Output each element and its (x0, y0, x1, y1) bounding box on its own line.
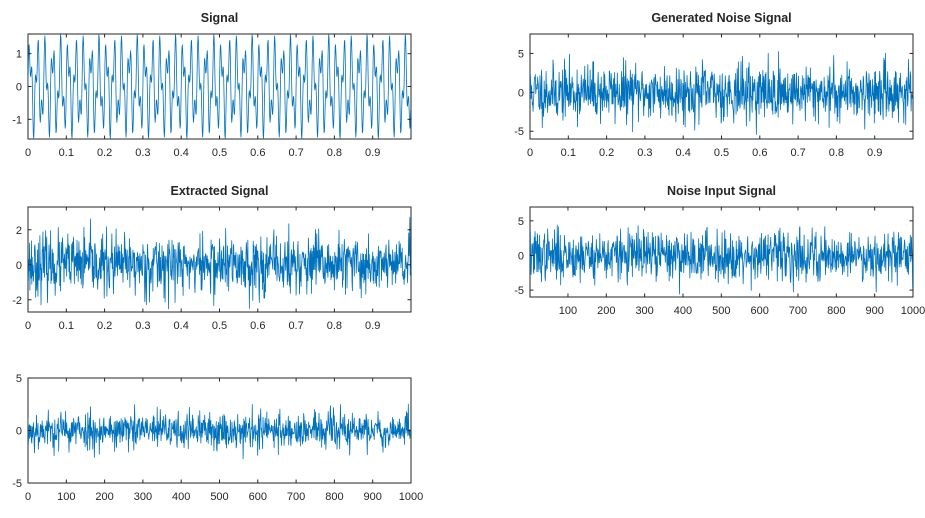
subplot-signal: 0 0.1 0.2 0.3 0.4 0.5 0.6 0.7 0.8 0.9 -1 0 1 Signal (12, 11, 412, 159)
x-tick-label: 0.1 (59, 320, 74, 332)
x-tick-label: 600 (249, 491, 267, 503)
x-tick-label: 0.8 (829, 147, 844, 159)
x-tick-label: 0.5 (212, 147, 227, 159)
x-tick-label: 1000 (399, 491, 423, 503)
x-tick-label: 700 (287, 491, 305, 503)
y-tick-label: 5 (16, 373, 22, 385)
x-tick-label: 0.2 (97, 320, 112, 332)
x-tick-label: 0.9 (365, 320, 380, 332)
subplot-generated-noise-signal: 0 0.1 0.2 0.3 0.4 0.5 0.6 0.7 0.8 0.9-505Generate… (514, 11, 914, 159)
x-tick-label: 0.4 (676, 147, 691, 159)
x-tick-label: 0.6 (250, 147, 265, 159)
y-tick-label: -5 (12, 478, 22, 490)
x-tick-label: 0 (25, 147, 31, 159)
y-tick-label: 0 (16, 426, 22, 438)
x-tick-label: 0.7 (288, 320, 303, 332)
x-tick-label: 0.8 (327, 320, 342, 332)
y-tick-label: -2 (12, 295, 22, 307)
series-line (530, 51, 913, 135)
series-line (530, 224, 913, 295)
x-tick-label: 0.7 (288, 147, 303, 159)
y-tick-label: -1 (12, 114, 22, 126)
x-tick-label: 800 (325, 491, 343, 503)
y-tick-label: 0 (518, 87, 524, 99)
x-tick-label: 300 (134, 491, 152, 503)
x-tick-label: 0.1 (561, 147, 576, 159)
y-tick-label: 1 (16, 49, 22, 61)
x-tick-label: 700 (789, 305, 807, 317)
x-tick-label: 0.2 (599, 147, 614, 159)
x-tick-label: 0.5 (714, 147, 729, 159)
x-tick-label: 0.9 (867, 147, 882, 159)
y-tick-label: 0 (16, 82, 22, 94)
x-tick-label: 200 (597, 305, 615, 317)
x-tick-label: 300 (635, 305, 653, 317)
chart-title: Extracted Signal (171, 184, 269, 198)
x-tick-label: 1000 (901, 305, 925, 317)
y-tick-label: 5 (518, 216, 524, 228)
x-tick-label: 0.3 (135, 147, 150, 159)
series-line (28, 34, 411, 139)
x-tick-label: 400 (172, 491, 190, 503)
chart-title: Signal (201, 11, 239, 25)
x-tick-label: 0 (527, 147, 533, 159)
y-tick-label: 0 (518, 250, 524, 262)
x-tick-label: 0 (25, 491, 31, 503)
x-tick-label: 500 (210, 491, 228, 503)
x-tick-label: 800 (827, 305, 845, 317)
x-tick-label: 900 (865, 305, 883, 317)
series-line (28, 217, 411, 310)
x-tick-label: 0.5 (212, 320, 227, 332)
x-tick-label: 0.6 (752, 147, 767, 159)
x-tick-label: 900 (364, 491, 382, 503)
x-tick-label: 100 (559, 305, 577, 317)
x-tick-label: 400 (674, 305, 692, 317)
subplot-noise-input-signal: 100 200 300 400 500 600 700 800 900 1000 -5 0 5 Noise… (514, 184, 925, 317)
x-tick-label: 500 (712, 305, 730, 317)
x-tick-label: 100 (57, 491, 75, 503)
chart-title: Noise Input Signal (667, 184, 776, 198)
x-tick-label: 0.3 (637, 147, 652, 159)
x-tick-label: 0.3 (135, 320, 150, 332)
x-tick-label: 0.2 (97, 147, 112, 159)
y-tick-label: 2 (16, 225, 22, 237)
x-tick-label: 0.8 (327, 147, 342, 159)
subplot-bottom-signal: 0 100 200 300 400 500 600 700 800 900 1000-505 (12, 373, 423, 503)
x-tick-label: 0 (25, 320, 31, 332)
x-tick-label: 0.6 (250, 320, 265, 332)
x-tick-label: 600 (750, 305, 768, 317)
y-tick-label: -5 (514, 126, 524, 138)
x-tick-label: 200 (95, 491, 113, 503)
x-tick-label: 0.9 (365, 147, 380, 159)
x-tick-label: 0.4 (174, 320, 189, 332)
x-tick-label: 0.1 (59, 147, 74, 159)
y-tick-label: 0 (16, 260, 22, 272)
y-tick-label: 5 (518, 48, 524, 60)
subplot-extracted-signal: 0 0.1 0.2 0.3 0.4 0.5 0.6 0.7 0.8 0.9 -2 0 2 Extracte… (12, 184, 412, 332)
x-tick-label: 0.7 (790, 147, 805, 159)
series-line (28, 403, 411, 460)
y-tick-label: -5 (514, 285, 524, 297)
x-tick-label: 0.4 (174, 147, 189, 159)
chart-title: Generated Noise Signal (651, 11, 791, 25)
